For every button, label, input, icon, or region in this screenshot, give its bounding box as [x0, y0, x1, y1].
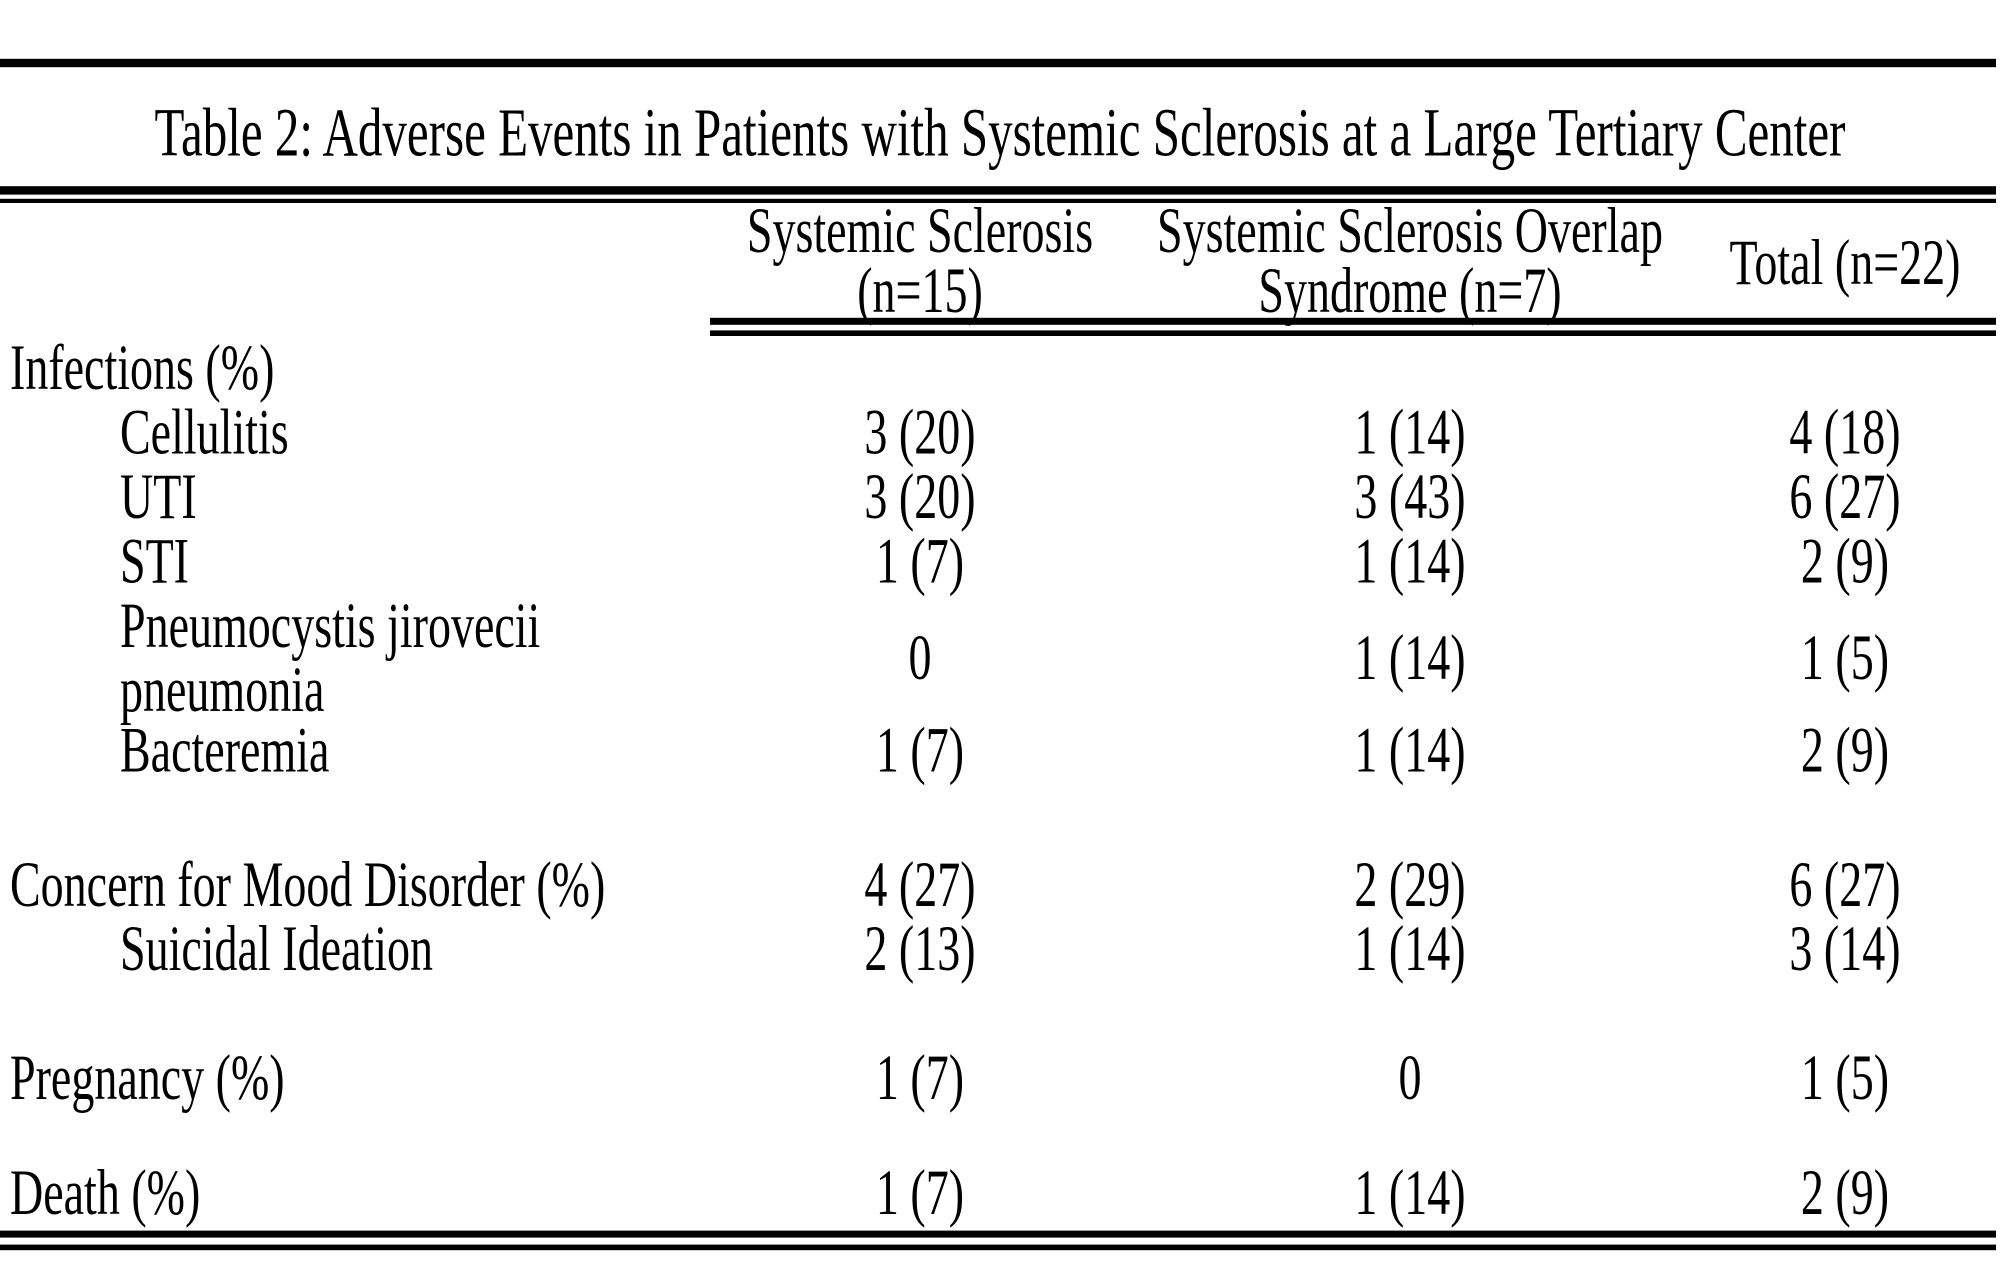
column-header-line1: Systemic Sclerosis	[746, 194, 1094, 266]
row-label: Suicidal Ideation	[120, 912, 433, 985]
header-double-rule-top	[710, 317, 1996, 325]
cell-value	[1130, 336, 1690, 400]
row-label: UTI	[120, 460, 197, 532]
cell-value: 1 (5)	[1800, 1041, 1890, 1113]
cell-value: 2 (29)	[1354, 848, 1466, 920]
title-double-rule-bottom	[0, 198, 1996, 203]
cell-value: 1 (14)	[1354, 525, 1466, 597]
cell-value: 0	[908, 621, 932, 693]
cell-value: 1 (7)	[875, 1041, 965, 1113]
cell-value: 4 (27)	[864, 848, 976, 920]
cell-value: 1 (14)	[1354, 912, 1466, 985]
cell-value: 1 (14)	[1354, 714, 1466, 786]
cell-value: 1 (14)	[1354, 396, 1466, 468]
cell-value: 2 (13)	[864, 912, 976, 985]
row-label: STI	[120, 525, 189, 597]
top-rule	[0, 58, 1996, 68]
cell-value: 6 (27)	[1789, 848, 1901, 920]
column-header-line2: Syndrome (n=7)	[1258, 254, 1562, 327]
cell-value: 1 (7)	[875, 1156, 965, 1228]
blank-row	[0, 1110, 2000, 1160]
column-header-line2: (n=15)	[857, 254, 983, 327]
row-label: Pneumocystis jirovecii pneumonia	[120, 589, 541, 726]
cell-value: 1 (5)	[1800, 621, 1890, 693]
cell-value: 1 (14)	[1354, 621, 1466, 693]
cell-value: 4 (18)	[1789, 396, 1901, 468]
cell-value: 1 (7)	[875, 525, 965, 597]
row-label-section: Concern for Mood Disorder (%)	[10, 848, 606, 920]
column-header-line1: Systemic Sclerosis Overlap	[1157, 194, 1663, 266]
row-label: Cellulitis	[120, 396, 289, 468]
cell-value: 3 (14)	[1789, 912, 1901, 985]
row-label-section: Pregnancy (%)	[10, 1041, 285, 1113]
blank-row	[0, 778, 2000, 852]
column-header-total: Total (n=22)	[1729, 226, 1961, 299]
blank-row	[0, 981, 2000, 1045]
row-label-section: Death (%)	[10, 1156, 201, 1228]
bottom-double-rule-bottom	[0, 1244, 1996, 1251]
cell-value: 2 (9)	[1800, 714, 1890, 786]
bottom-double-rule-top	[0, 1230, 1996, 1238]
header-double-rule-bottom	[710, 330, 1996, 336]
title-double-rule-top	[0, 186, 1996, 195]
cell-value: 1 (7)	[875, 714, 965, 786]
table-title: Table 2: Adverse Events in Patients with…	[154, 93, 1846, 171]
cell-value: 1 (14)	[1354, 1156, 1466, 1228]
row-label: Bacteremia	[120, 714, 330, 786]
cell-value: 6 (27)	[1789, 460, 1901, 532]
cell-value: 2 (9)	[1800, 525, 1890, 597]
cell-value: 0	[1398, 1041, 1422, 1113]
cell-value	[710, 336, 1130, 400]
cell-value: 3 (20)	[864, 396, 976, 468]
row-label-section: Infections (%)	[10, 331, 275, 404]
column-header-overlap-syndrome: Systemic Sclerosis Overlap Syndrome (n=7…	[1130, 194, 1690, 327]
cell-value: 3 (43)	[1354, 460, 1466, 532]
cell-value: 2 (9)	[1800, 1156, 1890, 1228]
column-header-systemic-sclerosis: Systemic Sclerosis (n=15)	[710, 194, 1130, 327]
table-body: Infections (%) Cellulitis 3 (20) 1 (14) …	[0, 331, 2000, 1228]
cell-value: 3 (20)	[864, 460, 976, 532]
cell-value	[1690, 336, 2000, 400]
